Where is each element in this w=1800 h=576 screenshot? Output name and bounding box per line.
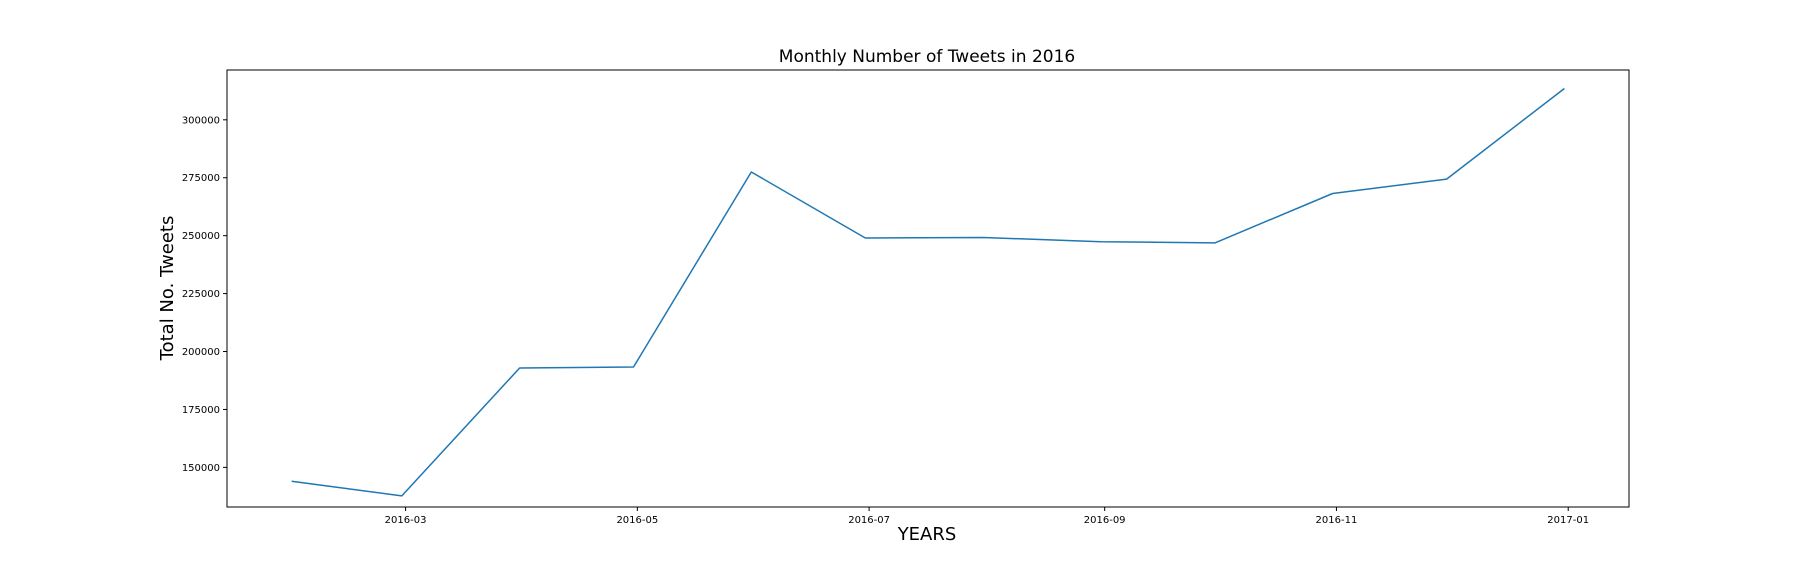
y-tick-label: 200000: [182, 347, 220, 358]
y-tick-label: 300000: [182, 115, 220, 126]
y-axis-title: Total No. Tweets: [157, 216, 178, 362]
series-line: [291, 87, 1565, 497]
x-tick-label: 2016-07: [848, 515, 890, 526]
y-tick-label: 225000: [182, 289, 220, 300]
y-tick-label: 150000: [182, 463, 220, 474]
plot-frame: [226, 69, 1630, 508]
series-layer: [291, 87, 1565, 497]
x-axis: 2016-03 2016-05 2016-07 2016-09 2016-11 2017-…: [385, 507, 1589, 526]
y-tick-label: 275000: [182, 173, 220, 184]
x-tick-label: 2016-05: [616, 515, 658, 526]
x-tick-label: 2017-01: [1547, 515, 1589, 526]
x-axis-title: YEARS: [897, 524, 957, 545]
x-tick-label: 2016-09: [1084, 515, 1126, 526]
y-tick-label: 175000: [182, 405, 220, 416]
y-axis: 150000 175000 200000 225000 250000 275000 3000…: [182, 115, 227, 474]
chart-title: Monthly Number of Tweets in 2016: [779, 47, 1075, 67]
y-tick-label: 250000: [182, 231, 220, 242]
x-tick-label: 2016-11: [1316, 515, 1358, 526]
x-tick-label: 2016-03: [385, 515, 427, 526]
